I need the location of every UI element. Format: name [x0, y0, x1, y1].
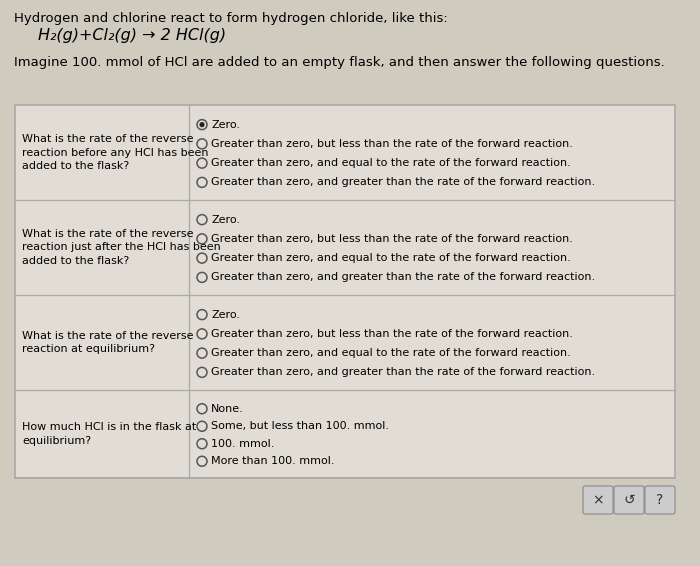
Circle shape: [199, 122, 204, 127]
Text: Greater than zero, and equal to the rate of the forward reaction.: Greater than zero, and equal to the rate…: [211, 158, 570, 168]
FancyBboxPatch shape: [583, 486, 613, 514]
Text: Greater than zero, but less than the rate of the forward reaction.: Greater than zero, but less than the rat…: [211, 139, 573, 149]
Text: What is the rate of the reverse
reaction before any HCl has been
added to the fl: What is the rate of the reverse reaction…: [22, 134, 209, 171]
FancyBboxPatch shape: [614, 486, 644, 514]
Text: Zero.: Zero.: [211, 310, 240, 320]
Text: Greater than zero, and greater than the rate of the forward reaction.: Greater than zero, and greater than the …: [211, 177, 595, 187]
FancyBboxPatch shape: [15, 105, 675, 478]
Text: Hydrogen and chlorine react to form hydrogen chloride, like this:: Hydrogen and chlorine react to form hydr…: [14, 12, 448, 25]
Text: What is the rate of the reverse
reaction at equilibrium?: What is the rate of the reverse reaction…: [22, 331, 193, 354]
Text: Zero.: Zero.: [211, 215, 240, 225]
Text: Greater than zero, and equal to the rate of the forward reaction.: Greater than zero, and equal to the rate…: [211, 348, 570, 358]
Text: None.: None.: [211, 404, 244, 414]
Text: H₂(g)+Cl₂(g) → 2 HCl(g): H₂(g)+Cl₂(g) → 2 HCl(g): [38, 28, 226, 43]
Text: ?: ?: [657, 493, 664, 507]
Text: ↺: ↺: [623, 493, 635, 507]
Text: ×: ×: [592, 493, 604, 507]
Text: Zero.: Zero.: [211, 119, 240, 130]
Text: Greater than zero, and greater than the rate of the forward reaction.: Greater than zero, and greater than the …: [211, 367, 595, 378]
Text: Some, but less than 100. mmol.: Some, but less than 100. mmol.: [211, 421, 389, 431]
FancyBboxPatch shape: [645, 486, 675, 514]
Text: Greater than zero, but less than the rate of the forward reaction.: Greater than zero, but less than the rat…: [211, 329, 573, 339]
Text: Imagine 100. mmol of HCl are added to an empty flask, and then answer the follow: Imagine 100. mmol of HCl are added to an…: [14, 56, 665, 69]
Text: How much HCl is in the flask at
equilibrium?: How much HCl is in the flask at equilibr…: [22, 422, 196, 445]
Text: More than 100. mmol.: More than 100. mmol.: [211, 456, 335, 466]
Text: Greater than zero, and equal to the rate of the forward reaction.: Greater than zero, and equal to the rate…: [211, 253, 570, 263]
Text: Greater than zero, and greater than the rate of the forward reaction.: Greater than zero, and greater than the …: [211, 272, 595, 282]
Text: 100. mmol.: 100. mmol.: [211, 439, 274, 449]
Text: Greater than zero, but less than the rate of the forward reaction.: Greater than zero, but less than the rat…: [211, 234, 573, 244]
Text: What is the rate of the reverse
reaction just after the HCl has been
added to th: What is the rate of the reverse reaction…: [22, 229, 220, 265]
